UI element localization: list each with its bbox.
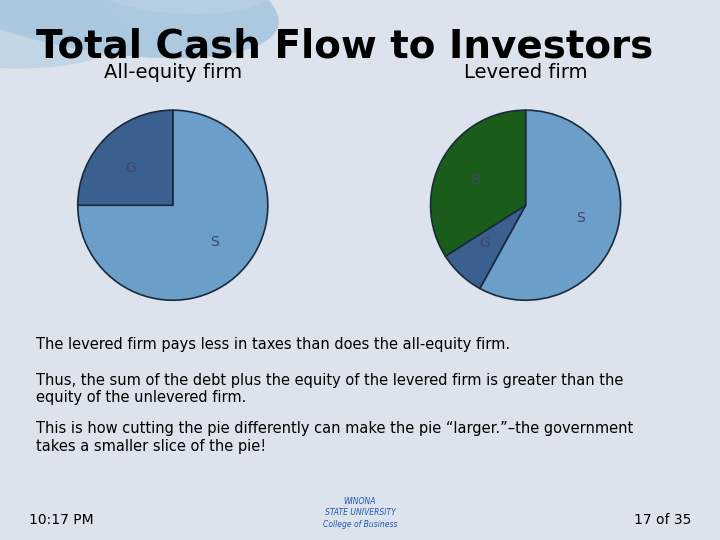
- Text: The levered firm pays less in taxes than does the all-equity firm.: The levered firm pays less in taxes than…: [36, 338, 510, 353]
- Text: Total Cash Flow to Investors: Total Cash Flow to Investors: [36, 27, 653, 65]
- Title: All-equity firm: All-equity firm: [104, 63, 242, 82]
- Text: 10:17 PM: 10:17 PM: [29, 512, 94, 526]
- Text: G: G: [479, 237, 490, 251]
- Ellipse shape: [0, 0, 124, 69]
- Wedge shape: [480, 110, 621, 300]
- Text: Thus, the sum of the debt plus the equity of the levered firm is greater than th: Thus, the sum of the debt plus the equit…: [36, 373, 624, 405]
- Text: This is how cutting the pie differently can make the pie “larger.”–the governmen: This is how cutting the pie differently …: [36, 421, 634, 454]
- Ellipse shape: [0, 0, 279, 58]
- Ellipse shape: [72, 0, 288, 14]
- Text: 17 of 35: 17 of 35: [634, 512, 691, 526]
- Text: S: S: [210, 235, 218, 249]
- Wedge shape: [431, 110, 526, 256]
- Text: B: B: [470, 173, 480, 187]
- Wedge shape: [78, 110, 173, 205]
- Title: Levered firm: Levered firm: [464, 63, 588, 82]
- Text: G: G: [125, 161, 136, 176]
- Text: S: S: [576, 211, 585, 225]
- Wedge shape: [446, 205, 526, 288]
- Text: WINONA
STATE UNIVERSITY
College of Business: WINONA STATE UNIVERSITY College of Busin…: [323, 497, 397, 529]
- Wedge shape: [78, 110, 268, 300]
